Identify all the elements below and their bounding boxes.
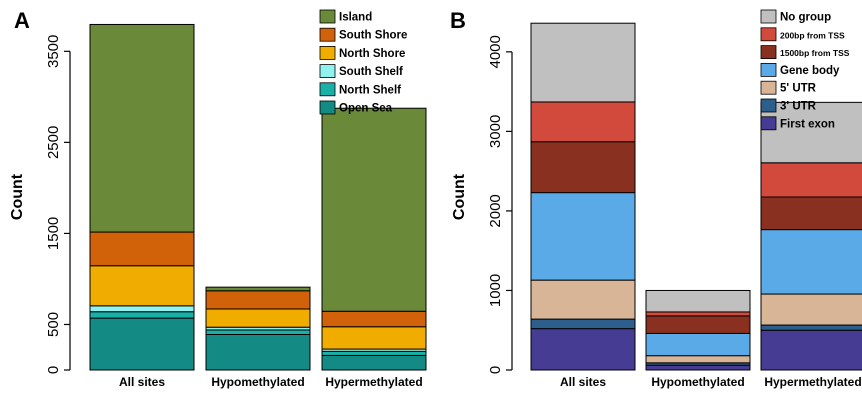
legend-swatch [319, 46, 336, 60]
bar-segment: First exon: 500 [760, 329, 862, 371]
legend-label: 3' UTR [780, 101, 817, 113]
bar-segment: 1500bp from TSS: 640 [530, 141, 636, 194]
legend-swatch [319, 100, 336, 115]
bar-segment: Island: 2280 [89, 23, 195, 233]
legend-label: South Shelf [339, 66, 403, 78]
x-category-label: Hypomethylated [651, 375, 744, 389]
legend-label: North Shelf [339, 84, 401, 96]
x-category-label: Hypermethylated [325, 375, 422, 389]
y-tick-label: 500 [45, 312, 62, 337]
legend-swatch [760, 9, 777, 24]
bar-segment: Island: 2230 [321, 107, 427, 312]
bar-segment: 3' UTR: 65 [760, 324, 862, 331]
legend-label: South Shore [339, 30, 407, 42]
bar-segment: 3' UTR: 120 [530, 318, 636, 330]
bar-segment: 5' UTR: 490 [530, 279, 636, 320]
bar-segment: 200bp from TSS: 430 [760, 162, 862, 198]
bar-segment: Open Sea: 390 [205, 333, 311, 371]
bar-segment: Open Sea: 160 [321, 354, 427, 371]
bar-segment: No group: 270 [645, 289, 751, 313]
legend-swatch [760, 116, 777, 131]
y-tick-label: 2500 [45, 126, 62, 159]
x-category-label: All sites [119, 375, 165, 389]
legend-label: Open Sea [339, 103, 393, 115]
legend-swatch [760, 45, 777, 59]
x-category-label: Hypermethylated [764, 375, 861, 389]
bar-segment: 5' UTR: 90 [645, 355, 751, 364]
y-tick-label: 0 [487, 366, 504, 374]
panel-b: B 01000200030004000CountFirst exon: 5203… [450, 8, 862, 389]
panel-b-letter: B [450, 8, 466, 33]
bar-segment: No group: 990 [530, 22, 636, 103]
bar-segment: Gene body: 280 [645, 332, 751, 357]
x-category-label: Hypomethylated [211, 375, 304, 389]
legend-swatch [760, 98, 777, 113]
y-tick-label: 1500 [45, 217, 62, 250]
legend-label: Island [339, 12, 372, 24]
bar-segment: North Shore: 200 [205, 308, 311, 328]
legend-label: 1500bp from TSS [780, 48, 850, 58]
bar-segment: No group: 760 [760, 101, 862, 164]
bar-segment: South Shore: 370 [89, 231, 195, 267]
legend-swatch [319, 27, 336, 42]
bar-segment: 200bp from TSS: 500 [530, 101, 636, 143]
x-category-label: All sites [560, 375, 606, 389]
y-tick-label: 3500 [45, 35, 62, 68]
legend-label: No group [780, 12, 831, 24]
legend-label: 200bp from TSS [780, 30, 845, 40]
bar-segment: 200bp from TSS: 50 [645, 311, 751, 317]
bar-segment: South Shore: 170 [321, 310, 427, 328]
legend-label: North Shore [339, 48, 405, 60]
bar-segment: Open Sea: 570 [89, 317, 195, 371]
legend-label: Gene body [780, 65, 840, 77]
y-tick-label: 2000 [487, 194, 504, 227]
bar-segment: South Shore: 200 [205, 290, 311, 310]
y-tick-label: 1000 [487, 274, 504, 307]
bar-segment: Gene body: 1100 [530, 192, 636, 281]
bar-segment: Island: 40 [205, 286, 311, 292]
legend-swatch [319, 9, 336, 24]
bar-segment: 5' UTR: 390 [760, 293, 862, 326]
panel-a: A 0500150025003500CountOpen Sea: 570Nort… [9, 8, 427, 389]
bar-segment: North Shelf: 50 [205, 329, 311, 335]
bar-segment: 1500bp from TSS: 220 [645, 315, 751, 334]
legend-swatch [760, 80, 777, 95]
bar-segment: North Shelf: 45 [321, 350, 427, 356]
legend-swatch [760, 27, 777, 42]
y-tick-label: 4000 [487, 35, 504, 68]
legend-label: First exon [780, 118, 835, 130]
legend-label: 5' UTR [780, 83, 817, 95]
bar-segment: 1500bp from TSS: 410 [760, 196, 862, 231]
bar-segment: North Shore: 245 [321, 326, 427, 350]
y-axis-title: Count [451, 173, 468, 220]
legend-swatch [760, 63, 777, 77]
y-tick-label: 0 [45, 366, 62, 374]
y-axis-title: Count [9, 173, 26, 220]
panel-a-letter: A [14, 8, 30, 33]
bar-segment: North Shelf: 70 [89, 311, 195, 319]
y-tick-label: 3000 [487, 115, 504, 148]
bar-segment: South Shelf: 65 [89, 305, 195, 313]
bar-segment: First exon: 520 [530, 328, 636, 371]
bar-segment: First exon: 60 [645, 364, 751, 371]
bar-segment: Gene body: 810 [760, 229, 862, 295]
legend-swatch [319, 64, 336, 78]
legend-swatch [319, 82, 336, 97]
bar-segment: North Shore: 440 [89, 265, 195, 307]
